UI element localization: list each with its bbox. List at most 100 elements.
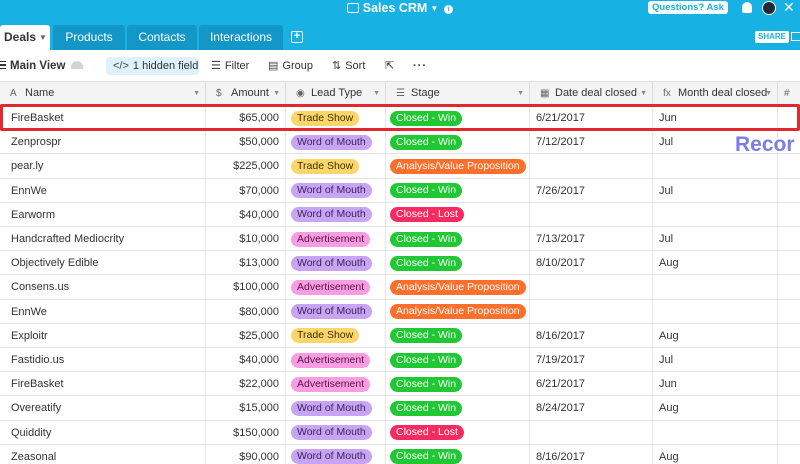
amount-cell[interactable]: $100,000 [206, 275, 286, 300]
column-header-lead-type[interactable]: ◉ Lead Type ▼ [286, 82, 386, 105]
amount-cell[interactable]: $13,000 [206, 251, 286, 276]
month-cell[interactable]: Aug [653, 396, 778, 421]
month-cell[interactable]: Aug [653, 323, 778, 348]
name-cell[interactable]: Consens.us [0, 275, 206, 300]
table-row[interactable]: Quiddity $150,000 Word of Mouth Closed - Lo… [0, 420, 800, 445]
table-row[interactable]: Overeatify $15,000 Word of Mouth Closed - W… [0, 396, 800, 421]
month-cell[interactable]: Jul [653, 348, 778, 372]
lead-type-cell[interactable]: Advertisement [286, 372, 386, 397]
date-cell[interactable]: 7/19/2017 [530, 348, 653, 372]
date-cell[interactable] [530, 420, 653, 445]
date-cell[interactable]: 8/10/2017 [530, 251, 653, 276]
name-cell[interactable]: pear.ly [0, 154, 206, 179]
month-cell[interactable]: Aug [653, 251, 778, 276]
name-cell[interactable]: FireBasket [0, 372, 206, 397]
number-cell[interactable] [778, 179, 800, 203]
chevron-down-icon[interactable]: ▼ [193, 90, 200, 97]
number-cell[interactable] [778, 324, 800, 348]
month-cell[interactable] [653, 275, 778, 300]
tab-contacts[interactable]: Contacts [127, 25, 197, 50]
date-cell[interactable]: 7/13/2017 [530, 227, 653, 251]
view-name[interactable]: Main View [10, 60, 66, 72]
number-cell[interactable] [778, 396, 800, 420]
month-cell[interactable]: Jun [653, 372, 778, 397]
close-icon[interactable]: ✕ [783, 0, 795, 15]
month-cell[interactable] [653, 154, 778, 179]
date-cell[interactable]: 8/16/2017 [530, 323, 653, 348]
number-cell[interactable] [778, 275, 800, 299]
help-button[interactable]: Questions? Ask us [648, 1, 728, 26]
amount-cell[interactable]: $40,000 [206, 202, 286, 227]
column-header-amount[interactable]: $ Amount ▼ [206, 82, 286, 105]
chevron-down-icon[interactable]: ▼ [39, 33, 47, 42]
sort-button[interactable]: ⇅ Sort [332, 57, 365, 75]
table-row[interactable]: EnnWe $80,000 Word of Mouth Analysis/Value … [0, 299, 800, 324]
amount-cell[interactable]: $25,000 [206, 323, 286, 348]
chevron-down-icon[interactable]: ▼ [430, 4, 439, 13]
amount-cell[interactable]: $40,000 [206, 348, 286, 372]
lead-type-cell[interactable]: Word of Mouth [286, 444, 386, 464]
number-cell[interactable] [778, 348, 800, 372]
name-cell[interactable]: Zenprospr [0, 130, 206, 155]
date-cell[interactable] [530, 299, 653, 324]
date-cell[interactable]: 7/12/2017 [530, 130, 653, 155]
table-row[interactable]: Fastidio.us $40,000 Advertisement Closed - … [0, 348, 800, 373]
stage-cell[interactable]: Closed - Win [386, 396, 530, 421]
table-row[interactable]: EnnWe $70,000 Word of Mouth Closed - Win 7/2… [0, 178, 800, 203]
name-cell[interactable]: Handcrafted Mediocrity [0, 227, 206, 251]
chevron-down-icon[interactable]: ▼ [373, 90, 380, 97]
chevron-down-icon[interactable]: ▼ [640, 90, 647, 97]
stage-cell[interactable]: Analysis/Value Proposition [386, 154, 530, 179]
group-button[interactable]: ▤ Group [268, 57, 313, 75]
table-row[interactable]: Earworm $40,000 Word of Mouth Closed - Lost [0, 202, 800, 227]
name-cell[interactable]: Zeasonal [0, 444, 206, 464]
tab-deals[interactable]: Deals ▼ [0, 25, 50, 50]
month-cell[interactable] [653, 202, 778, 227]
month-cell[interactable] [653, 420, 778, 445]
table-row[interactable]: pear.ly $225,000 Trade Show Analysis/Value … [0, 154, 800, 179]
name-cell[interactable]: FireBasket [0, 106, 206, 130]
name-cell[interactable]: Fastidio.us [0, 348, 206, 372]
hidden-fields-button[interactable]: </> 1 hidden field [106, 57, 199, 75]
column-header-name[interactable]: A Name ▼ [0, 82, 206, 105]
stage-cell[interactable]: Closed - Win [386, 130, 530, 155]
number-cell[interactable] [778, 251, 800, 275]
stage-cell[interactable]: Closed - Win [386, 444, 530, 464]
name-cell[interactable]: Earworm [0, 202, 206, 227]
chevron-down-icon[interactable]: ▼ [273, 90, 280, 97]
table-row[interactable]: Handcrafted Mediocrity $10,000 Advertiseme… [0, 227, 800, 252]
lead-type-cell[interactable]: Word of Mouth [286, 251, 386, 276]
number-cell[interactable] [778, 421, 800, 445]
number-cell[interactable] [778, 106, 800, 130]
info-icon[interactable]: i [444, 5, 454, 14]
name-cell[interactable]: Exploitr [0, 323, 206, 348]
stage-cell[interactable]: Closed - Win [386, 323, 530, 348]
table-menu-icon[interactable] [791, 32, 800, 41]
name-cell[interactable]: Quiddity [0, 420, 206, 445]
lead-type-cell[interactable]: Word of Mouth [286, 396, 386, 421]
chevron-down-icon[interactable]: ▼ [517, 90, 524, 97]
stage-cell[interactable]: Closed - Win [386, 251, 530, 276]
stage-cell[interactable]: Closed - Lost [386, 202, 530, 227]
lead-type-cell[interactable]: Trade Show [286, 323, 386, 348]
table-row[interactable]: Objectively Edible $13,000 Word of Mouth Cl… [0, 251, 800, 276]
stage-cell[interactable]: Closed - Lost [386, 420, 530, 445]
tab-interactions[interactable]: Interactions [199, 25, 283, 50]
date-cell[interactable]: 8/24/2017 [530, 396, 653, 421]
column-header-date-deal-closed[interactable]: ▦ Date deal closed ▼ [530, 82, 653, 105]
app-title[interactable]: Sales CRM ▼ i [0, 0, 800, 17]
date-cell[interactable] [530, 154, 653, 179]
amount-cell[interactable]: $10,000 [206, 227, 286, 251]
date-cell[interactable] [530, 202, 653, 227]
lead-type-cell[interactable]: Word of Mouth [286, 178, 386, 203]
lead-type-cell[interactable]: Trade Show [286, 106, 386, 130]
lead-type-cell[interactable]: Word of Mouth [286, 299, 386, 324]
name-cell[interactable]: EnnWe [0, 299, 206, 324]
tab-products[interactable]: Products [53, 25, 125, 50]
lead-type-cell[interactable]: Trade Show [286, 154, 386, 179]
chevron-down-icon[interactable]: ▼ [765, 90, 772, 97]
table-row[interactable]: Consens.us $100,000 Advertisement Analysis/… [0, 275, 800, 300]
stage-cell[interactable]: Analysis/Value Proposition [386, 299, 530, 324]
table-row[interactable]: FireBasket $65,000 Trade Show Closed - Win 6… [0, 106, 800, 131]
month-cell[interactable]: Jun [653, 106, 778, 130]
